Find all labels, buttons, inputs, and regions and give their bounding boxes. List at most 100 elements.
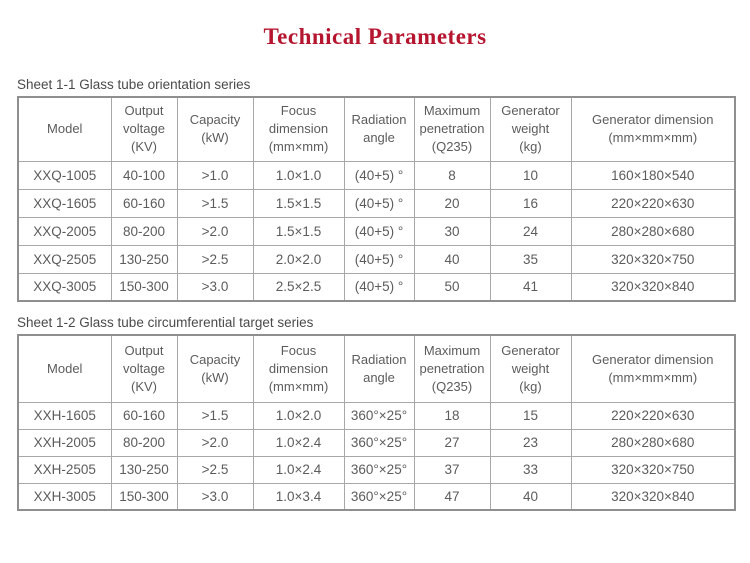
table-cell: >2.0: [176, 216, 254, 246]
column-header-output-voltage: Output voltage (KV): [110, 334, 178, 403]
table-row: XXQ-3005 150-300 >3.0 2.5×2.5 (40+5) ° 50 41 32…: [17, 272, 736, 302]
table-cell: 1.0×3.4: [252, 482, 345, 511]
table-cell: >2.5: [176, 244, 254, 274]
table-row: XXH-1605 60-160 >1.5 1.0×2.0 360°×25° 18 15 220…: [17, 401, 736, 430]
table-cell: 41: [489, 272, 572, 302]
table-cell: 10: [489, 160, 572, 190]
table-cell: 1.5×1.5: [252, 188, 345, 218]
table-cell: 35: [489, 244, 572, 274]
sheet-1-1-caption: Sheet 1-1 Glass tube orientation series: [17, 77, 251, 92]
table-cell: 2.5×2.5: [252, 272, 345, 302]
column-header-radiation-angle: Radiation angle: [343, 96, 415, 162]
table-cell: (40+5) °: [343, 244, 415, 274]
table-cell: XXQ-1005: [17, 160, 112, 190]
sheet-1-2-caption: Sheet 1-2 Glass tube circumferential tar…: [17, 315, 314, 330]
table-cell: >1.5: [176, 401, 254, 430]
column-header-generator-weight: Generator weight (kg): [489, 96, 572, 162]
table-cell: 150-300: [110, 482, 178, 511]
table-cell: 1.0×2.4: [252, 428, 345, 457]
circumferential-series-table: Model Output voltage (KV) Capacity (kW) …: [17, 334, 736, 511]
table-cell: 160×180×540: [570, 160, 736, 190]
table-cell: 360°×25°: [343, 482, 415, 511]
table-header-row: Model Output voltage (KV) Capacity (kW) …: [17, 334, 736, 403]
table-cell: XXH-3005: [17, 482, 112, 511]
table-cell: (40+5) °: [343, 188, 415, 218]
table-cell: 47: [413, 482, 491, 511]
circumferential-series-section: Sheet 1-2 Glass tube circumferential tar…: [0, 315, 750, 511]
column-header-radiation-angle: Radiation angle: [343, 334, 415, 403]
table-row: XXH-2505 130-250 >2.5 1.0×2.4 360°×25° 37 33 32…: [17, 455, 736, 484]
table-cell: 1.0×2.4: [252, 455, 345, 484]
table-cell: 1.0×1.0: [252, 160, 345, 190]
table-cell: 360°×25°: [343, 428, 415, 457]
table-cell: >1.0: [176, 160, 254, 190]
column-header-generator-dimension: Generator dimension (mm×mm×mm): [570, 96, 736, 162]
page-title: Technical Parameters: [263, 24, 487, 49]
table-cell: 8: [413, 160, 491, 190]
table-cell: 220×220×630: [570, 401, 736, 430]
orientation-series-section: Sheet 1-1 Glass tube orientation series …: [0, 77, 750, 302]
table-cell: 130-250: [110, 455, 178, 484]
table-cell: 320×320×840: [570, 272, 736, 302]
table-cell: (40+5) °: [343, 272, 415, 302]
table-cell: 37: [413, 455, 491, 484]
table-cell: XXQ-2505: [17, 244, 112, 274]
table-cell: >3.0: [176, 482, 254, 511]
table-cell: >3.0: [176, 272, 254, 302]
table-row: XXH-3005 150-300 >3.0 1.0×3.4 360°×25° 47 40 32…: [17, 482, 736, 511]
table-cell: 2.0×2.0: [252, 244, 345, 274]
table-cell: 20: [413, 188, 491, 218]
column-header-capacity: Capacity (kW): [176, 334, 254, 403]
table-cell: 320×320×750: [570, 455, 736, 484]
table-cell: XXH-2505: [17, 455, 112, 484]
table-cell: 320×320×750: [570, 244, 736, 274]
column-header-focus-dimension: Focus dimension (mm×mm): [252, 334, 345, 403]
table-cell: (40+5) °: [343, 160, 415, 190]
table-cell: XXQ-2005: [17, 216, 112, 246]
table-cell: XXH-1605: [17, 401, 112, 430]
column-header-model: Model: [17, 96, 112, 162]
table-row: XXQ-2005 80-200 >2.0 1.5×1.5 (40+5) ° 30 24 280…: [17, 216, 736, 246]
table-row: XXQ-1005 40-100 >1.0 1.0×1.0 (40+5) ° 8 10 160×…: [17, 160, 736, 190]
table-cell: (40+5) °: [343, 216, 415, 246]
table-cell: 80-200: [110, 428, 178, 457]
table-cell: 40: [489, 482, 572, 511]
table-cell: 150-300: [110, 272, 178, 302]
column-header-model: Model: [17, 334, 112, 403]
table-cell: 320×320×840: [570, 482, 736, 511]
table-cell: XXH-2005: [17, 428, 112, 457]
column-header-maximum-penetration: Maximum penetration (Q235): [413, 334, 491, 403]
table-cell: >1.5: [176, 188, 254, 218]
table-cell: 60-160: [110, 188, 178, 218]
table-row: XXQ-2505 130-250 >2.5 2.0×2.0 (40+5) ° 40 35 32…: [17, 244, 736, 274]
table-cell: 40-100: [110, 160, 178, 190]
column-header-maximum-penetration: Maximum penetration (Q235): [413, 96, 491, 162]
table-cell: 1.0×2.0: [252, 401, 345, 430]
technical-parameters-page: Technical Parameters Sheet 1-1 Glass tub…: [0, 24, 750, 511]
table-cell: XXQ-3005: [17, 272, 112, 302]
table-cell: 280×280×680: [570, 216, 736, 246]
table-row: XXQ-1605 60-160 >1.5 1.5×1.5 (40+5) ° 20 16 220…: [17, 188, 736, 218]
table-cell: 24: [489, 216, 572, 246]
table-cell: 80-200: [110, 216, 178, 246]
table-cell: 50: [413, 272, 491, 302]
table-cell: 220×220×630: [570, 188, 736, 218]
table-cell: XXQ-1605: [17, 188, 112, 218]
table-cell: 360°×25°: [343, 401, 415, 430]
table-cell: 15: [489, 401, 572, 430]
table-cell: >2.5: [176, 455, 254, 484]
table-cell: 280×280×680: [570, 428, 736, 457]
column-header-generator-dimension: Generator dimension (mm×mm×mm): [570, 334, 736, 403]
table-row: XXH-2005 80-200 >2.0 1.0×2.4 360°×25° 27 23 280…: [17, 428, 736, 457]
table-cell: 1.5×1.5: [252, 216, 345, 246]
column-header-generator-weight: Generator weight (kg): [489, 334, 572, 403]
orientation-series-table: Model Output voltage (KV) Capacity (kW) …: [17, 96, 736, 302]
table-cell: 23: [489, 428, 572, 457]
table-cell: 40: [413, 244, 491, 274]
column-header-capacity: Capacity (kW): [176, 96, 254, 162]
column-header-output-voltage: Output voltage (KV): [110, 96, 178, 162]
table-cell: 16: [489, 188, 572, 218]
table-cell: 33: [489, 455, 572, 484]
table-cell: 30: [413, 216, 491, 246]
table-cell: 360°×25°: [343, 455, 415, 484]
